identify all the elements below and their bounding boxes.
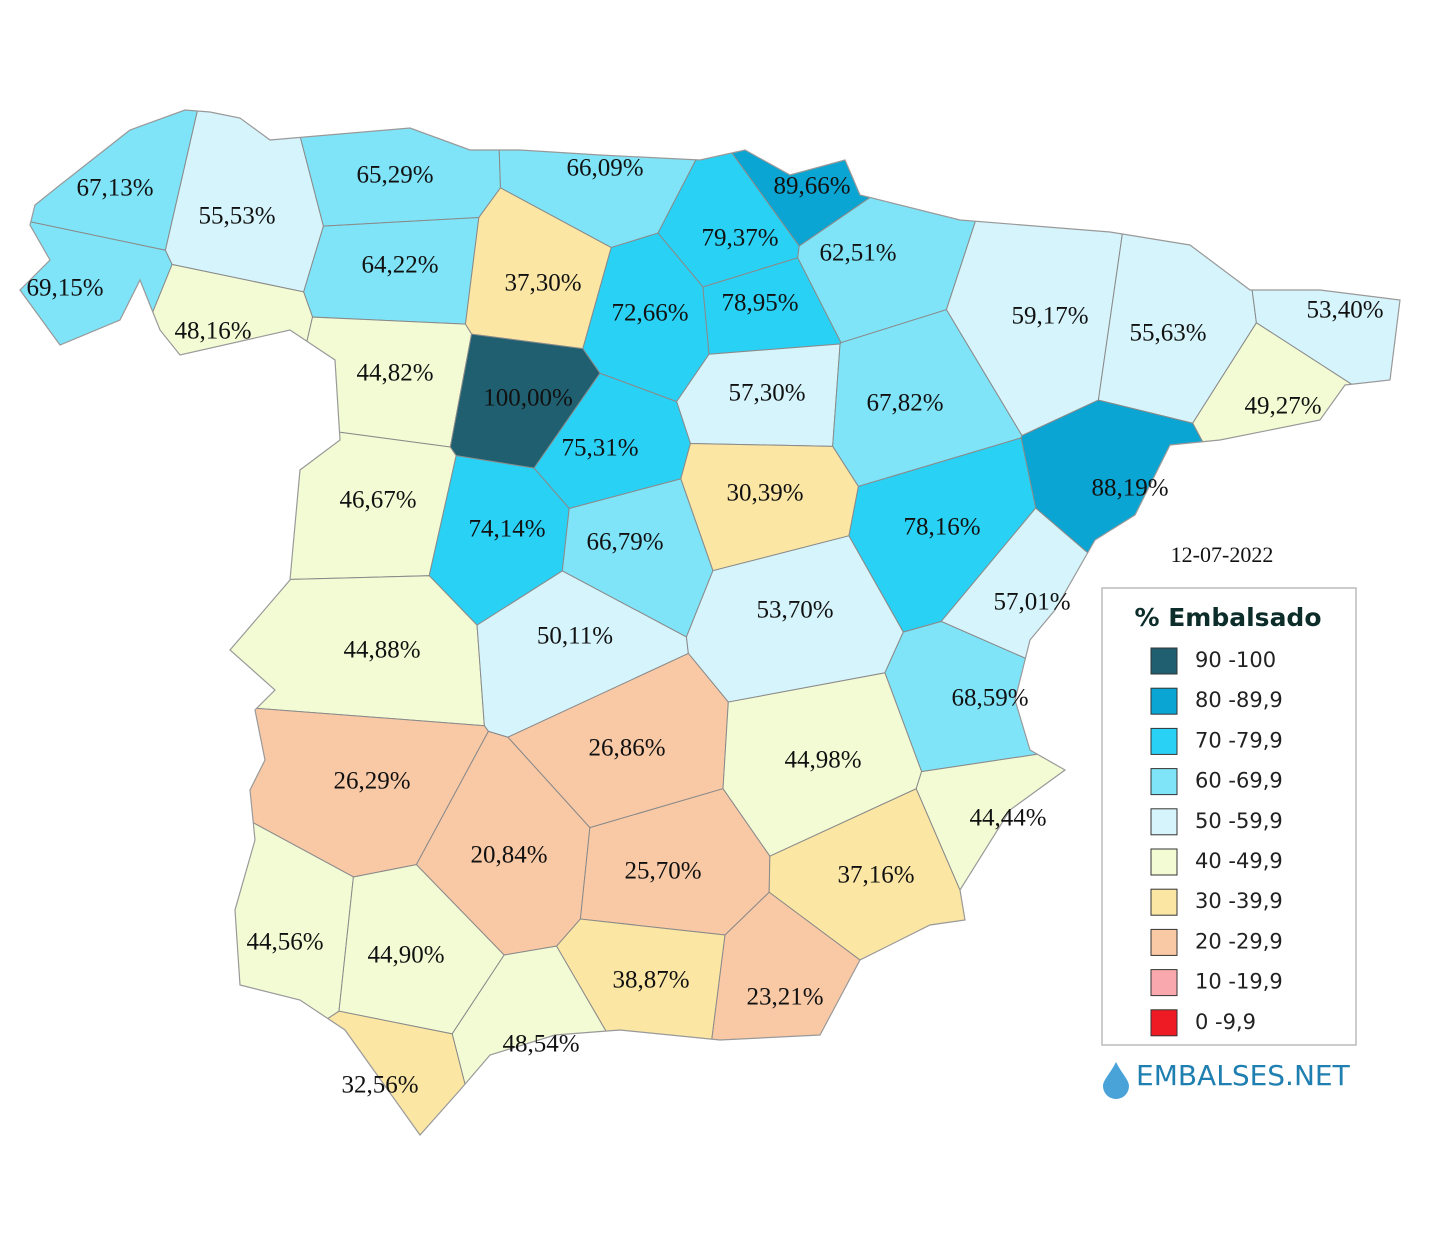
legend-label: 60 -69,9 (1195, 769, 1283, 793)
region-label: 69,15% (26, 275, 103, 302)
legend-label: 20 -29,9 (1195, 929, 1283, 953)
legend-label: 30 -39,9 (1195, 889, 1283, 913)
region-label: 26,86% (588, 735, 665, 762)
brand: EMBALSES.NET (1136, 1059, 1351, 1092)
region-label: 67,82% (866, 390, 943, 417)
region-label: 50,11% (537, 623, 613, 650)
region-label: 53,70% (756, 597, 833, 624)
region-label: 72,66% (611, 300, 688, 327)
coastline (19, 109, 1401, 1136)
legend-label: 90 -100 (1195, 648, 1276, 672)
region-label: 38,87% (612, 967, 689, 994)
legend-title: % Embalsado (1134, 603, 1321, 632)
date: 12-07-2022 (1171, 542, 1274, 567)
region-label: 66,09% (566, 155, 643, 182)
region-label: 44,56% (246, 929, 323, 956)
region-label: 25,70% (624, 858, 701, 885)
legend-swatch (1150, 969, 1178, 997)
region-label: 44,88% (343, 637, 420, 664)
region-labels: 67,13% 69,15% 55,53% 65,29% 66,09% 89,66% 64,2… (26, 155, 1383, 1099)
region-label: 88,19% (1091, 475, 1168, 502)
region-label: 23,21% (746, 984, 823, 1011)
brand-icon (1103, 1062, 1129, 1099)
region-label: 44,82% (356, 360, 433, 387)
region-label: 68,59% (951, 685, 1028, 712)
legend-items: 90 -100 80 -89,9 70 -79,9 60 -69,9 50 -59,9 4… (1150, 647, 1283, 1037)
region-label: 55,53% (198, 203, 275, 230)
region-label: 46,67% (339, 487, 416, 514)
region-label: 53,40% (1306, 297, 1383, 324)
region-label: 67,13% (76, 175, 153, 202)
region-label: 44,44% (969, 805, 1046, 832)
region-label: 74,14% (468, 516, 545, 543)
region-label: 62,51% (819, 240, 896, 267)
region-label: 20,84% (470, 842, 547, 869)
region-label: 100,00% (483, 385, 573, 412)
legend-label: 70 -79,9 (1195, 728, 1283, 752)
legend-swatch (1150, 848, 1178, 876)
region-label: 55,63% (1129, 320, 1206, 347)
region-label: 59,17% (1011, 303, 1088, 330)
legend-label: 10 -19,9 (1195, 970, 1283, 994)
region-label: 48,16% (174, 318, 251, 345)
legend-swatch (1150, 727, 1178, 755)
region-label: 57,01% (993, 589, 1070, 616)
legend-box (1101, 587, 1357, 1046)
region-label: 44,90% (367, 942, 444, 969)
region-label: 75,31% (561, 435, 638, 462)
legend-swatch (1150, 768, 1178, 796)
legend-label: 50 -59,9 (1195, 809, 1283, 833)
legend-label: 40 -49,9 (1195, 849, 1283, 873)
region (555, 918, 726, 1135)
region-label: 66,79% (586, 529, 663, 556)
legend-swatch (1150, 647, 1178, 675)
region-label: 37,16% (837, 862, 914, 889)
legend-swatch (1150, 888, 1178, 916)
legend-swatch (1150, 808, 1178, 836)
region-label: 89,66% (773, 173, 850, 200)
region-label: 32,56% (341, 1072, 418, 1099)
region (164, 110, 324, 293)
legend-label: 0 -9,9 (1195, 1010, 1256, 1034)
region-label: 26,29% (333, 768, 410, 795)
legend-swatch (1150, 1009, 1178, 1037)
region-label: 65,29% (356, 162, 433, 189)
region-label: 78,16% (903, 514, 980, 541)
region-label: 30,39% (726, 480, 803, 507)
region-label: 48,54% (502, 1031, 579, 1058)
region-label: 78,95% (721, 290, 798, 317)
region-label: 64,22% (361, 252, 438, 279)
region-label: 79,37% (701, 225, 778, 252)
legend-swatch (1150, 687, 1178, 715)
region (20, 1010, 510, 1135)
region-label: 57,30% (728, 380, 805, 407)
legend-swatch (1150, 928, 1178, 956)
region-label: 44,98% (784, 747, 861, 774)
legend-label: 80 -89,9 (1195, 688, 1283, 712)
region-label: 37,30% (504, 270, 581, 297)
region-label: 49,27% (1244, 393, 1321, 420)
